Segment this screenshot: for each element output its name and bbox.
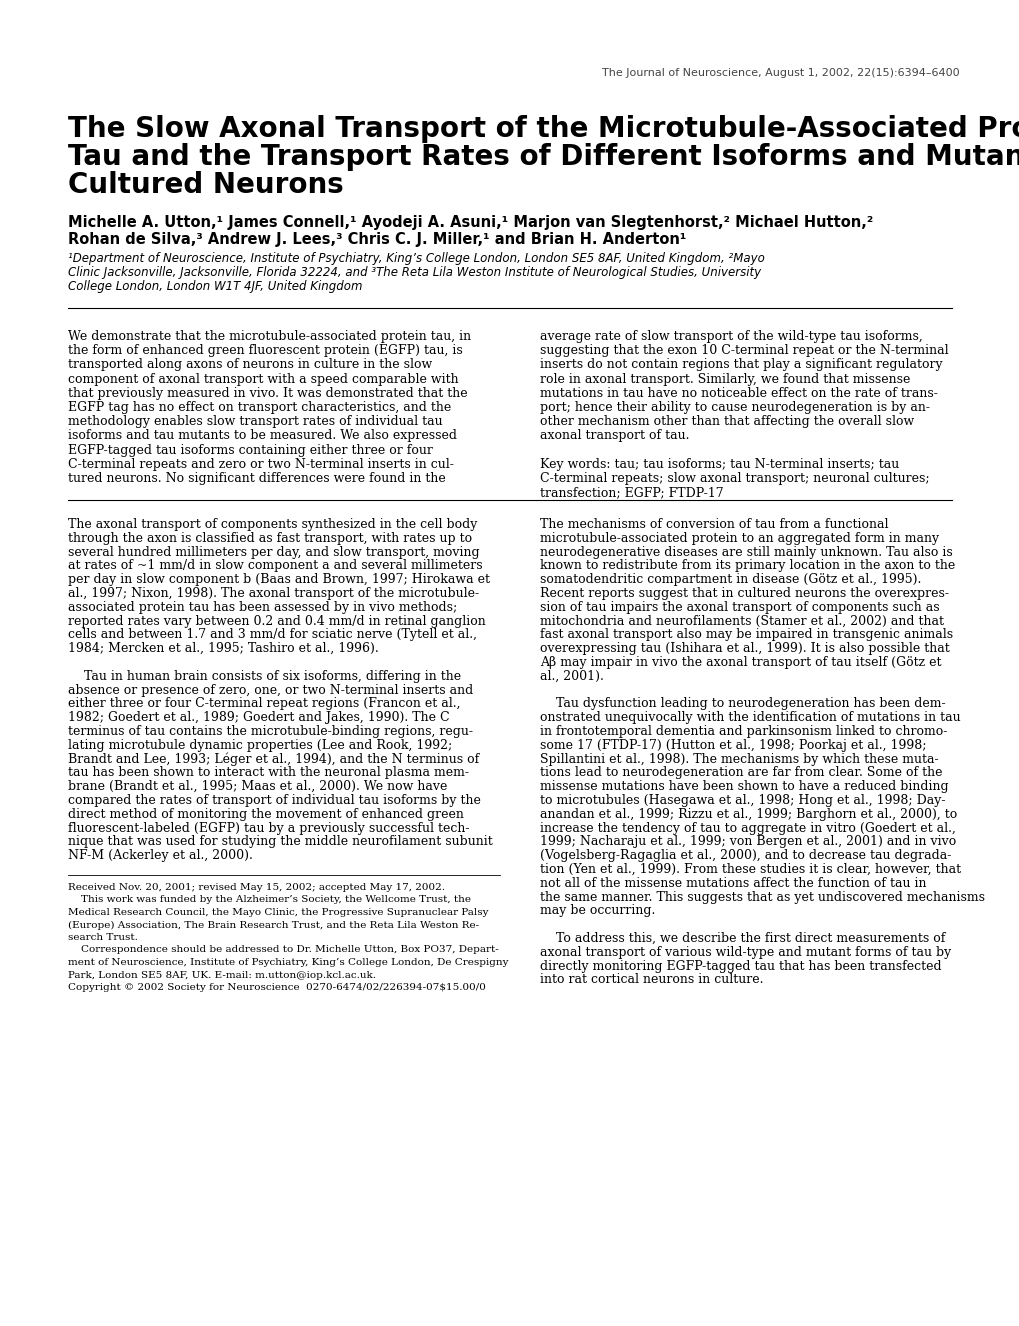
Text: fast axonal transport also may be impaired in transgenic animals: fast axonal transport also may be impair… <box>539 629 952 642</box>
Text: search Trust.: search Trust. <box>68 934 138 941</box>
Text: The axonal transport of components synthesized in the cell body: The axonal transport of components synth… <box>68 518 477 530</box>
Text: Rohan de Silva,³ Andrew J. Lees,³ Chris C. J. Miller,¹ and Brian H. Anderton¹: Rohan de Silva,³ Andrew J. Lees,³ Chris … <box>68 232 686 247</box>
Text: per day in slow component b (Baas and Brown, 1997; Hirokawa et: per day in slow component b (Baas and Br… <box>68 573 489 586</box>
Text: Michelle A. Utton,¹ James Connell,¹ Ayodeji A. Asuni,¹ Marjon van Slegtenhorst,²: Michelle A. Utton,¹ James Connell,¹ Ayod… <box>68 215 872 229</box>
Text: Recent reports suggest that in cultured neurons the overexpres-: Recent reports suggest that in cultured … <box>539 587 948 599</box>
Text: overexpressing tau (Ishihara et al., 1999). It is also possible that: overexpressing tau (Ishihara et al., 199… <box>539 642 949 655</box>
Text: NF-M (Ackerley et al., 2000).: NF-M (Ackerley et al., 2000). <box>68 849 253 862</box>
Text: other mechanism other than that affecting the overall slow: other mechanism other than that affectin… <box>539 415 913 428</box>
Text: that previously measured in vivo. It was demonstrated that the: that previously measured in vivo. It was… <box>68 387 467 400</box>
Text: increase the tendency of tau to aggregate in vitro (Goedert et al.,: increase the tendency of tau to aggregat… <box>539 822 955 834</box>
Text: Park, London SE5 8AF, UK. E-mail: m.utton@iop.kcl.ac.uk.: Park, London SE5 8AF, UK. E-mail: m.utto… <box>68 971 376 980</box>
Text: Clinic Jacksonville, Jacksonville, Florida 32224, and ³The Reta Lila Weston Inst: Clinic Jacksonville, Jacksonville, Flori… <box>68 267 760 278</box>
Text: suggesting that the exon 10 C-terminal repeat or the N-terminal: suggesting that the exon 10 C-terminal r… <box>539 345 948 357</box>
Text: the form of enhanced green fluorescent protein (EGFP) tau, is: the form of enhanced green fluorescent p… <box>68 345 463 357</box>
Text: associated protein tau has been assessed by in vivo methods;: associated protein tau has been assessed… <box>68 601 457 614</box>
Text: role in axonal transport. Similarly, we found that missense: role in axonal transport. Similarly, we … <box>539 373 910 386</box>
Text: component of axonal transport with a speed comparable with: component of axonal transport with a spe… <box>68 373 459 386</box>
Text: reported rates vary between 0.2 and 0.4 mm/d in retinal ganglion: reported rates vary between 0.2 and 0.4 … <box>68 614 485 627</box>
Text: onstrated unequivocally with the identification of mutations in tau: onstrated unequivocally with the identif… <box>539 711 960 724</box>
Text: Spillantini et al., 1998). The mechanisms by which these muta-: Spillantini et al., 1998). The mechanism… <box>539 753 937 765</box>
Text: C-terminal repeats and zero or two N-terminal inserts in cul-: C-terminal repeats and zero or two N-ter… <box>68 457 453 471</box>
Text: Tau and the Transport Rates of Different Isoforms and Mutants in: Tau and the Transport Rates of Different… <box>68 143 1019 171</box>
Text: isoforms and tau mutants to be measured. We also expressed: isoforms and tau mutants to be measured.… <box>68 430 457 443</box>
Text: mutations in tau have no noticeable effect on the rate of trans-: mutations in tau have no noticeable effe… <box>539 387 936 400</box>
Text: lating microtubule dynamic properties (Lee and Rook, 1992;: lating microtubule dynamic properties (L… <box>68 739 451 752</box>
Text: transported along axons of neurons in culture in the slow: transported along axons of neurons in cu… <box>68 358 432 371</box>
Text: port; hence their ability to cause neurodegeneration is by an-: port; hence their ability to cause neuro… <box>539 400 929 414</box>
Text: The Journal of Neuroscience, August 1, 2002, 22(15):6394–6400: The Journal of Neuroscience, August 1, 2… <box>602 68 959 78</box>
Text: absence or presence of zero, one, or two N-terminal inserts and: absence or presence of zero, one, or two… <box>68 684 473 696</box>
Text: tau has been shown to interact with the neuronal plasma mem-: tau has been shown to interact with the … <box>68 766 469 780</box>
Text: To address this, we describe the first direct measurements of: To address this, we describe the first d… <box>539 932 945 945</box>
Text: several hundred millimeters per day, and slow transport, moving: several hundred millimeters per day, and… <box>68 545 479 558</box>
Text: EGFP-tagged tau isoforms containing either three or four: EGFP-tagged tau isoforms containing eith… <box>68 444 432 456</box>
Text: C-terminal repeats; slow axonal transport; neuronal cultures;: C-terminal repeats; slow axonal transpor… <box>539 472 928 485</box>
Text: Brandt and Lee, 1993; Léger et al., 1994), and the N terminus of: Brandt and Lee, 1993; Léger et al., 1994… <box>68 753 479 766</box>
Text: tion (Yen et al., 1999). From these studies it is clear, however, that: tion (Yen et al., 1999). From these stud… <box>539 863 960 876</box>
Text: direct method of monitoring the movement of enhanced green: direct method of monitoring the movement… <box>68 808 464 821</box>
Text: through the axon is classified as fast transport, with rates up to: through the axon is classified as fast t… <box>68 532 472 545</box>
Text: tured neurons. No significant differences were found in the: tured neurons. No significant difference… <box>68 472 445 485</box>
Text: Correspondence should be addressed to Dr. Michelle Utton, Box PO37, Depart-: Correspondence should be addressed to Dr… <box>68 945 498 955</box>
Text: 1999; Nacharaju et al., 1999; von Bergen et al., 2001) and in vivo: 1999; Nacharaju et al., 1999; von Bergen… <box>539 835 956 849</box>
Text: inserts do not contain regions that play a significant regulatory: inserts do not contain regions that play… <box>539 358 942 371</box>
Text: either three or four C-terminal repeat regions (Francon et al.,: either three or four C-terminal repeat r… <box>68 697 460 711</box>
Text: at rates of ~1 mm/d in slow component a and several millimeters: at rates of ~1 mm/d in slow component a … <box>68 560 482 573</box>
Text: College London, London W1T 4JF, United Kingdom: College London, London W1T 4JF, United K… <box>68 280 362 293</box>
Text: neurodegenerative diseases are still mainly unknown. Tau also is: neurodegenerative diseases are still mai… <box>539 545 952 558</box>
Text: directly monitoring EGFP-tagged tau that has been transfected: directly monitoring EGFP-tagged tau that… <box>539 960 941 972</box>
Text: into rat cortical neurons in culture.: into rat cortical neurons in culture. <box>539 973 763 987</box>
Text: This work was funded by the Alzheimer’s Society, the Wellcome Trust, the: This work was funded by the Alzheimer’s … <box>68 895 471 904</box>
Text: average rate of slow transport of the wild-type tau isoforms,: average rate of slow transport of the wi… <box>539 330 922 343</box>
Text: Tau dysfunction leading to neurodegeneration has been dem-: Tau dysfunction leading to neurodegenera… <box>539 697 945 711</box>
Text: axonal transport of various wild-type and mutant forms of tau by: axonal transport of various wild-type an… <box>539 945 951 959</box>
Text: somatodendritic compartment in disease (Götz et al., 1995).: somatodendritic compartment in disease (… <box>539 573 920 586</box>
Text: Cultured Neurons: Cultured Neurons <box>68 171 343 199</box>
Text: tions lead to neurodegeneration are far from clear. Some of the: tions lead to neurodegeneration are far … <box>539 766 942 780</box>
Text: 1984; Mercken et al., 1995; Tashiro et al., 1996).: 1984; Mercken et al., 1995; Tashiro et a… <box>68 642 378 655</box>
Text: Key words: tau; tau isoforms; tau N-terminal inserts; tau: Key words: tau; tau isoforms; tau N-term… <box>539 457 899 471</box>
Text: Medical Research Council, the Mayo Clinic, the Progressive Supranuclear Palsy: Medical Research Council, the Mayo Clini… <box>68 908 488 918</box>
Text: the same manner. This suggests that as yet undiscovered mechanisms: the same manner. This suggests that as y… <box>539 891 984 903</box>
Text: The mechanisms of conversion of tau from a functional: The mechanisms of conversion of tau from… <box>539 518 888 530</box>
Text: known to redistribute from its primary location in the axon to the: known to redistribute from its primary l… <box>539 560 955 573</box>
Text: al., 2001).: al., 2001). <box>539 670 603 683</box>
Text: microtubule-associated protein to an aggregated form in many: microtubule-associated protein to an agg… <box>539 532 938 545</box>
Text: fluorescent-labeled (EGFP) tau by a previously successful tech-: fluorescent-labeled (EGFP) tau by a prev… <box>68 822 469 834</box>
Text: missense mutations have been shown to have a reduced binding: missense mutations have been shown to ha… <box>539 780 948 793</box>
Text: Aβ may impair in vivo the axonal transport of tau itself (Götz et: Aβ may impair in vivo the axonal transpo… <box>539 656 941 670</box>
Text: not all of the missense mutations affect the function of tau in: not all of the missense mutations affect… <box>539 876 925 890</box>
Text: Copyright © 2002 Society for Neuroscience  0270-6474/02/226394-07$15.00/0: Copyright © 2002 Society for Neuroscienc… <box>68 983 485 992</box>
Text: ¹Department of Neuroscience, Institute of Psychiatry, King’s College London, Lon: ¹Department of Neuroscience, Institute o… <box>68 252 764 265</box>
Text: Received Nov. 20, 2001; revised May 15, 2002; accepted May 17, 2002.: Received Nov. 20, 2001; revised May 15, … <box>68 883 444 892</box>
Text: mitochondria and neurofilaments (Stamer et al., 2002) and that: mitochondria and neurofilaments (Stamer … <box>539 614 943 627</box>
Text: to microtubules (Hasegawa et al., 1998; Hong et al., 1998; Day-: to microtubules (Hasegawa et al., 1998; … <box>539 794 945 808</box>
Text: compared the rates of transport of individual tau isoforms by the: compared the rates of transport of indiv… <box>68 794 480 808</box>
Text: 1982; Goedert et al., 1989; Goedert and Jakes, 1990). The C: 1982; Goedert et al., 1989; Goedert and … <box>68 711 449 724</box>
Text: We demonstrate that the microtubule-associated protein tau, in: We demonstrate that the microtubule-asso… <box>68 330 471 343</box>
Text: some 17 (FTDP-17) (Hutton et al., 1998; Poorkaj et al., 1998;: some 17 (FTDP-17) (Hutton et al., 1998; … <box>539 739 925 752</box>
Text: EGFP tag has no effect on transport characteristics, and the: EGFP tag has no effect on transport char… <box>68 400 450 414</box>
Text: nique that was used for studying the middle neurofilament subunit: nique that was used for studying the mid… <box>68 835 492 849</box>
Text: (Vogelsberg-Ragaglia et al., 2000), and to decrease tau degrada-: (Vogelsberg-Ragaglia et al., 2000), and … <box>539 849 951 862</box>
Text: axonal transport of tau.: axonal transport of tau. <box>539 430 689 443</box>
Text: anandan et al., 1999; Rizzu et al., 1999; Barghorn et al., 2000), to: anandan et al., 1999; Rizzu et al., 1999… <box>539 808 956 821</box>
Text: (Europe) Association, The Brain Research Trust, and the Reta Lila Weston Re-: (Europe) Association, The Brain Research… <box>68 920 479 930</box>
Text: terminus of tau contains the microtubule-binding regions, regu-: terminus of tau contains the microtubule… <box>68 725 473 739</box>
Text: may be occurring.: may be occurring. <box>539 904 655 918</box>
Text: in frontotemporal dementia and parkinsonism linked to chromo-: in frontotemporal dementia and parkinson… <box>539 725 947 739</box>
Text: al., 1997; Nixon, 1998). The axonal transport of the microtubule-: al., 1997; Nixon, 1998). The axonal tran… <box>68 587 479 599</box>
Text: The Slow Axonal Transport of the Microtubule-Associated Protein: The Slow Axonal Transport of the Microtu… <box>68 115 1019 143</box>
Text: Tau in human brain consists of six isoforms, differing in the: Tau in human brain consists of six isofo… <box>68 670 461 683</box>
Text: sion of tau impairs the axonal transport of components such as: sion of tau impairs the axonal transport… <box>539 601 938 614</box>
Text: methodology enables slow transport rates of individual tau: methodology enables slow transport rates… <box>68 415 442 428</box>
Text: cells and between 1.7 and 3 mm/d for sciatic nerve (Tytell et al.,: cells and between 1.7 and 3 mm/d for sci… <box>68 629 477 642</box>
Text: ment of Neuroscience, Institute of Psychiatry, King’s College London, De Crespig: ment of Neuroscience, Institute of Psych… <box>68 957 508 967</box>
Text: brane (Brandt et al., 1995; Maas et al., 2000). We now have: brane (Brandt et al., 1995; Maas et al.,… <box>68 780 447 793</box>
Text: transfection; EGFP; FTDP-17: transfection; EGFP; FTDP-17 <box>539 487 722 499</box>
